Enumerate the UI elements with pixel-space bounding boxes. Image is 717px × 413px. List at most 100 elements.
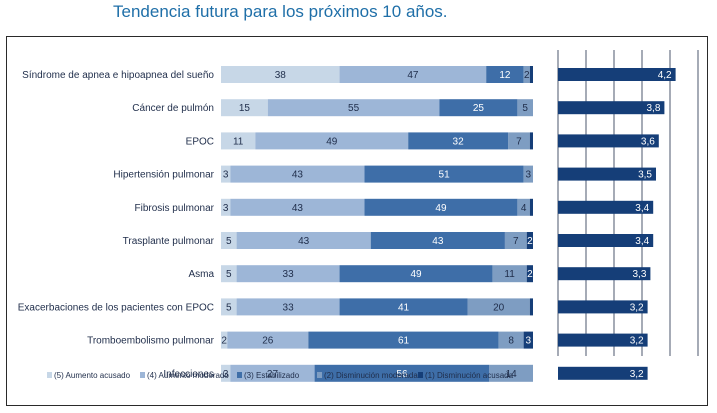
bar-segment [267, 99, 440, 117]
bar-segment [221, 364, 231, 382]
bar-segment [230, 364, 315, 382]
bar-value-label: 43 [292, 203, 304, 214]
mean-value-label: 3,2 [630, 302, 644, 313]
mean-bar [558, 68, 676, 81]
bar-value-label: 2 [527, 236, 533, 247]
bar-segment [364, 165, 524, 183]
bar-segment [529, 198, 533, 216]
bar-value-label: 25 [473, 103, 485, 114]
mean-bar [558, 200, 654, 214]
legend-swatch [418, 372, 423, 378]
bar-value-label: 32 [453, 136, 465, 147]
bar-value-label: 55 [348, 103, 360, 114]
legend-swatch [237, 372, 242, 378]
legend-label: (5) Aumento acusado [54, 371, 131, 380]
bar-segment [255, 132, 409, 150]
bar-segment [364, 198, 518, 216]
bar-segment [230, 198, 365, 216]
category-label: EPOC [186, 136, 214, 147]
bar-value-label: 33 [283, 302, 295, 313]
mean-value-label: 3,2 [630, 369, 644, 380]
legend-swatch [317, 372, 322, 378]
bar-segment [221, 132, 256, 150]
bar-value-label: 3 [223, 203, 229, 214]
category-label: Tromboembolismo pulmonar [87, 336, 215, 347]
bar-value-label: 4 [521, 203, 527, 214]
bar-segment [508, 132, 530, 150]
bar-segment [221, 232, 237, 249]
bar-segment [517, 198, 530, 216]
bar-value-label: 5 [226, 236, 232, 247]
bar-segment [529, 298, 533, 316]
category-label: Síndrome de apnea e hipoapnea del sueño [22, 70, 214, 81]
category-label: Hipertensión pulmonar [113, 170, 214, 181]
bar-segment [339, 66, 487, 83]
bar-segment [230, 165, 365, 183]
bar-value-label: 56 [396, 369, 408, 380]
bar-value-label: 26 [262, 336, 274, 347]
bar-value-label: 3 [526, 336, 532, 347]
bar-segment [526, 232, 533, 249]
bar-value-label: 2 [524, 70, 530, 81]
bar-value-label: 3 [223, 369, 229, 380]
bar-value-label: 38 [275, 70, 287, 81]
bar-segment [439, 99, 518, 117]
bar-segment [408, 132, 509, 150]
bar-segment [339, 265, 493, 283]
mean-bar [558, 234, 654, 247]
bar-segment [236, 265, 340, 283]
category-label: Cáncer de pulmón [132, 103, 214, 114]
mean-value-label: 3,6 [641, 136, 655, 147]
bar-segment [221, 165, 231, 183]
bar-segment [467, 298, 530, 316]
mean-bar [558, 134, 659, 148]
bar-segment [489, 364, 533, 382]
bar-value-label: 12 [499, 70, 511, 81]
bar-value-label: 7 [513, 236, 519, 247]
bar-segment [517, 99, 533, 117]
bar-segment [221, 198, 231, 216]
bar-value-label: 2 [527, 269, 533, 280]
bar-segment [221, 298, 237, 316]
bar-value-label: 11 [233, 136, 244, 147]
legend-swatch [47, 372, 52, 378]
category-label: Asma [188, 269, 214, 280]
bar-segment [529, 132, 533, 150]
bar-value-label: 5 [522, 103, 528, 114]
bar-segment [221, 99, 268, 117]
bar-segment [492, 265, 527, 283]
bar-value-label: 49 [326, 136, 338, 147]
bar-value-label: 49 [410, 269, 422, 280]
bar-segment [221, 66, 340, 83]
bar-value-label: 27 [267, 369, 279, 380]
legend-label: (3) Estabilizado [244, 371, 300, 380]
bar-value-label: 47 [407, 70, 419, 81]
bar-segment [221, 331, 228, 349]
bar-value-label: 15 [239, 103, 251, 114]
mean-bar [558, 167, 656, 181]
legend-label: (1) Disminución acusada [425, 371, 514, 380]
mean-bar [558, 300, 648, 314]
bar-segment [504, 232, 527, 249]
bar-segment [339, 298, 468, 316]
mean-value-label: 4,2 [658, 70, 672, 81]
chart-title: Tendencia futura para los próximos 10 añ… [113, 2, 448, 21]
mean-bar [558, 101, 665, 115]
bar-value-label: 41 [398, 302, 410, 313]
bar-segment [221, 265, 237, 283]
bar-value-label: 5 [226, 269, 232, 280]
bar-segment [486, 66, 524, 83]
mean-value-label: 3,8 [646, 103, 660, 114]
bar-value-label: 3 [223, 170, 229, 181]
bar-value-label: 5 [226, 302, 232, 313]
bar-value-label: 43 [292, 170, 304, 181]
mean-value-label: 3,4 [635, 203, 649, 214]
category-label: Infecciones [163, 369, 214, 380]
bar-value-label: 11 [504, 269, 515, 280]
bar-value-label: 20 [493, 302, 505, 313]
bar-segment [236, 298, 340, 316]
bar-value-label: 8 [508, 336, 514, 347]
mean-bar [558, 333, 648, 347]
bar-value-label: 7 [516, 136, 522, 147]
